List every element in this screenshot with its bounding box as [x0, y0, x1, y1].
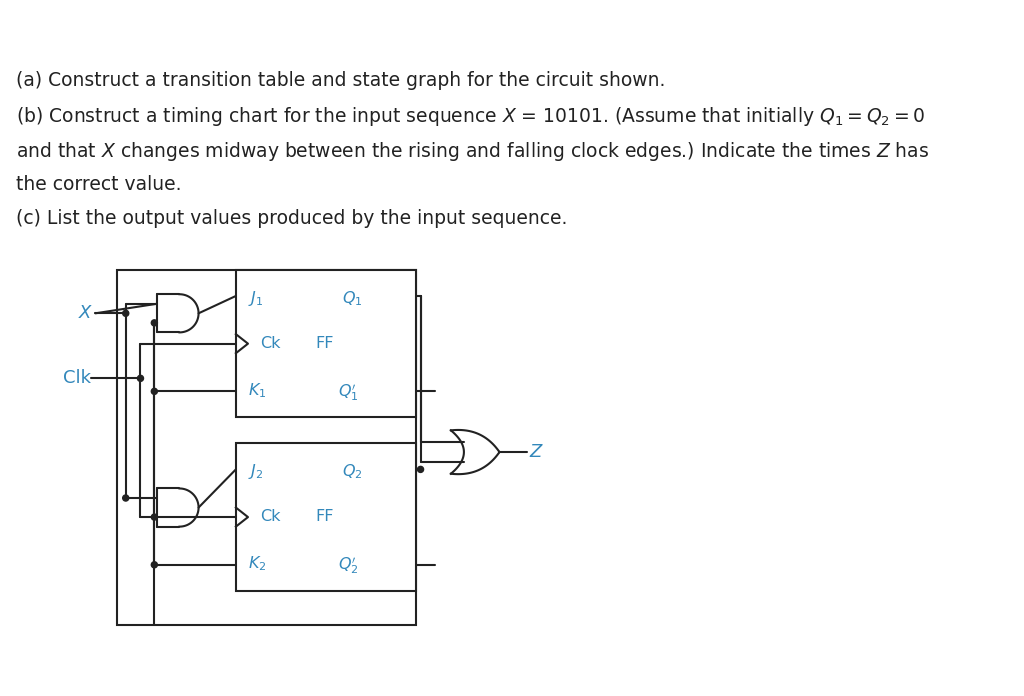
Text: Clk: Clk — [63, 370, 91, 388]
Text: Ck: Ck — [260, 336, 281, 351]
Text: $Q_1$: $Q_1$ — [342, 289, 362, 308]
Text: $X$: $X$ — [78, 304, 93, 322]
Circle shape — [418, 466, 424, 473]
Text: (b) Construct a timing chart for the input sequence $X$ = 10101. (Assume that in: (b) Construct a timing chart for the inp… — [15, 105, 925, 128]
Text: Ck: Ck — [260, 509, 281, 524]
Text: $J_2$: $J_2$ — [248, 462, 263, 482]
Text: $J_1$: $J_1$ — [248, 289, 263, 308]
Circle shape — [152, 388, 158, 395]
Circle shape — [152, 562, 158, 568]
Text: (c) List the output values produced by the input sequence.: (c) List the output values produced by t… — [15, 209, 567, 228]
Circle shape — [152, 514, 158, 520]
Circle shape — [137, 375, 143, 381]
Text: $K_2$: $K_2$ — [248, 555, 266, 573]
Circle shape — [123, 310, 129, 317]
Bar — [236, 443, 416, 591]
Circle shape — [123, 495, 129, 501]
Text: $Q_1'$: $Q_1'$ — [338, 381, 358, 403]
Text: and that $X$ changes midway between the rising and falling clock edges.) Indicat: and that $X$ changes midway between the … — [15, 140, 929, 163]
Text: $Z$: $Z$ — [529, 443, 544, 461]
Text: $K_1$: $K_1$ — [248, 381, 266, 400]
Bar — [236, 270, 416, 418]
Bar — [117, 270, 416, 626]
Text: $Q_2'$: $Q_2'$ — [338, 555, 358, 576]
Circle shape — [152, 320, 158, 326]
Text: FF: FF — [315, 336, 334, 351]
Text: (a) Construct a transition table and state graph for the circuit shown.: (a) Construct a transition table and sta… — [15, 70, 665, 90]
Text: the correct value.: the correct value. — [15, 175, 181, 193]
Text: FF: FF — [315, 509, 334, 524]
Text: $Q_2$: $Q_2$ — [342, 462, 362, 481]
